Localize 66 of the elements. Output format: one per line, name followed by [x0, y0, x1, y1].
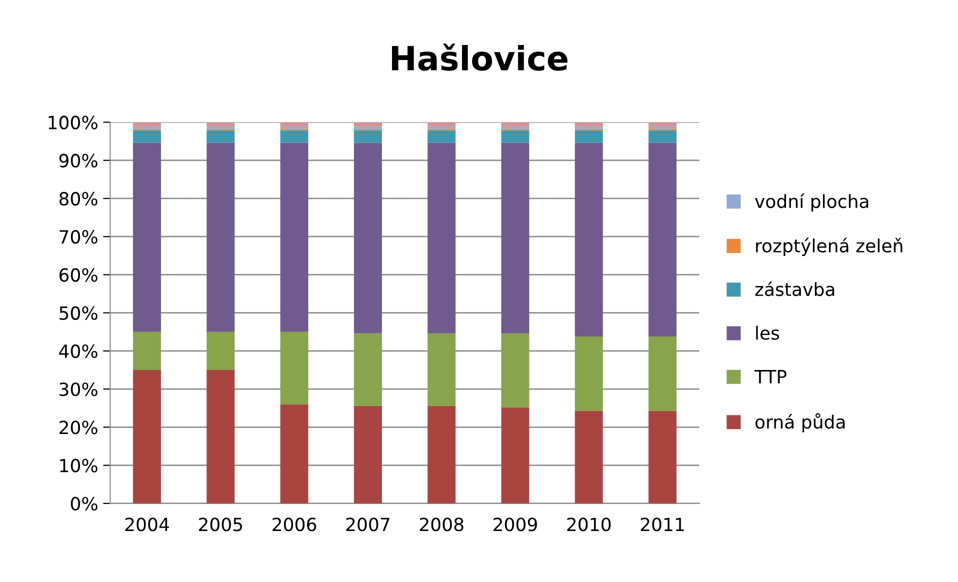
bar [206, 332, 235, 370]
legend-label: TTP [754, 370, 786, 384]
x-tick-label: 2009 [494, 518, 537, 532]
bar [280, 332, 308, 404]
bar [428, 130, 456, 143]
bar [133, 332, 161, 370]
bar [648, 130, 677, 143]
bar [428, 333, 456, 406]
bar [574, 130, 603, 143]
bar [354, 142, 382, 334]
bar [648, 122, 677, 127]
x-tick-label: 2010 [567, 518, 611, 532]
y-tick-label: 30% [60, 382, 98, 396]
bar [574, 336, 603, 411]
bar [501, 142, 530, 334]
y-tick-label: 40% [59, 344, 98, 358]
y-tick-label: 60% [59, 268, 98, 282]
bar [428, 122, 456, 127]
bar [280, 142, 308, 332]
bar [206, 122, 235, 127]
y-tick-label: 50% [60, 306, 98, 320]
legend-label: orná půda [755, 413, 845, 432]
legend-label: les [756, 326, 780, 340]
bar [206, 142, 235, 332]
bar [354, 130, 382, 143]
x-tick-label: 2004 [125, 518, 169, 532]
bar [501, 122, 530, 127]
bar [280, 130, 308, 143]
y-tick-label: 100% [48, 116, 98, 130]
bar [280, 404, 308, 504]
bar [501, 130, 530, 143]
bar [574, 410, 603, 504]
x-tick-label: 2005 [198, 518, 242, 532]
x-tick-label: 2006 [272, 518, 316, 532]
bar [648, 142, 677, 336]
legend-label: rozptýlená zeleň [756, 238, 902, 256]
bar [574, 122, 603, 127]
bar [428, 406, 456, 504]
bar [501, 407, 530, 504]
bar [648, 410, 677, 504]
y-tick-label: 10% [60, 458, 98, 472]
bar [133, 142, 161, 332]
y-tick-label: 90% [59, 154, 98, 168]
bar [648, 336, 677, 411]
bar [501, 333, 530, 408]
bar [354, 122, 382, 127]
chart-title: Hašlovice [392, 44, 568, 71]
legend-label: vodní plocha [754, 193, 868, 212]
y-tick-label: 70% [60, 230, 98, 244]
bar [133, 122, 161, 127]
bar [280, 122, 308, 127]
legend-label: zástavba [755, 281, 834, 296]
bar [133, 130, 161, 143]
x-tick-label: 2011 [640, 518, 684, 532]
y-tick-label: 80% [59, 192, 98, 206]
bar [428, 142, 456, 334]
y-tick-label: 0% [70, 496, 98, 511]
bar [206, 370, 235, 504]
bar [354, 406, 382, 504]
y-tick-label: 20% [60, 420, 98, 434]
bar [133, 370, 161, 504]
bar [574, 142, 603, 336]
x-tick-label: 2008 [420, 518, 464, 532]
bar [206, 130, 235, 143]
bar [354, 333, 382, 406]
x-tick-label: 2007 [346, 518, 390, 532]
